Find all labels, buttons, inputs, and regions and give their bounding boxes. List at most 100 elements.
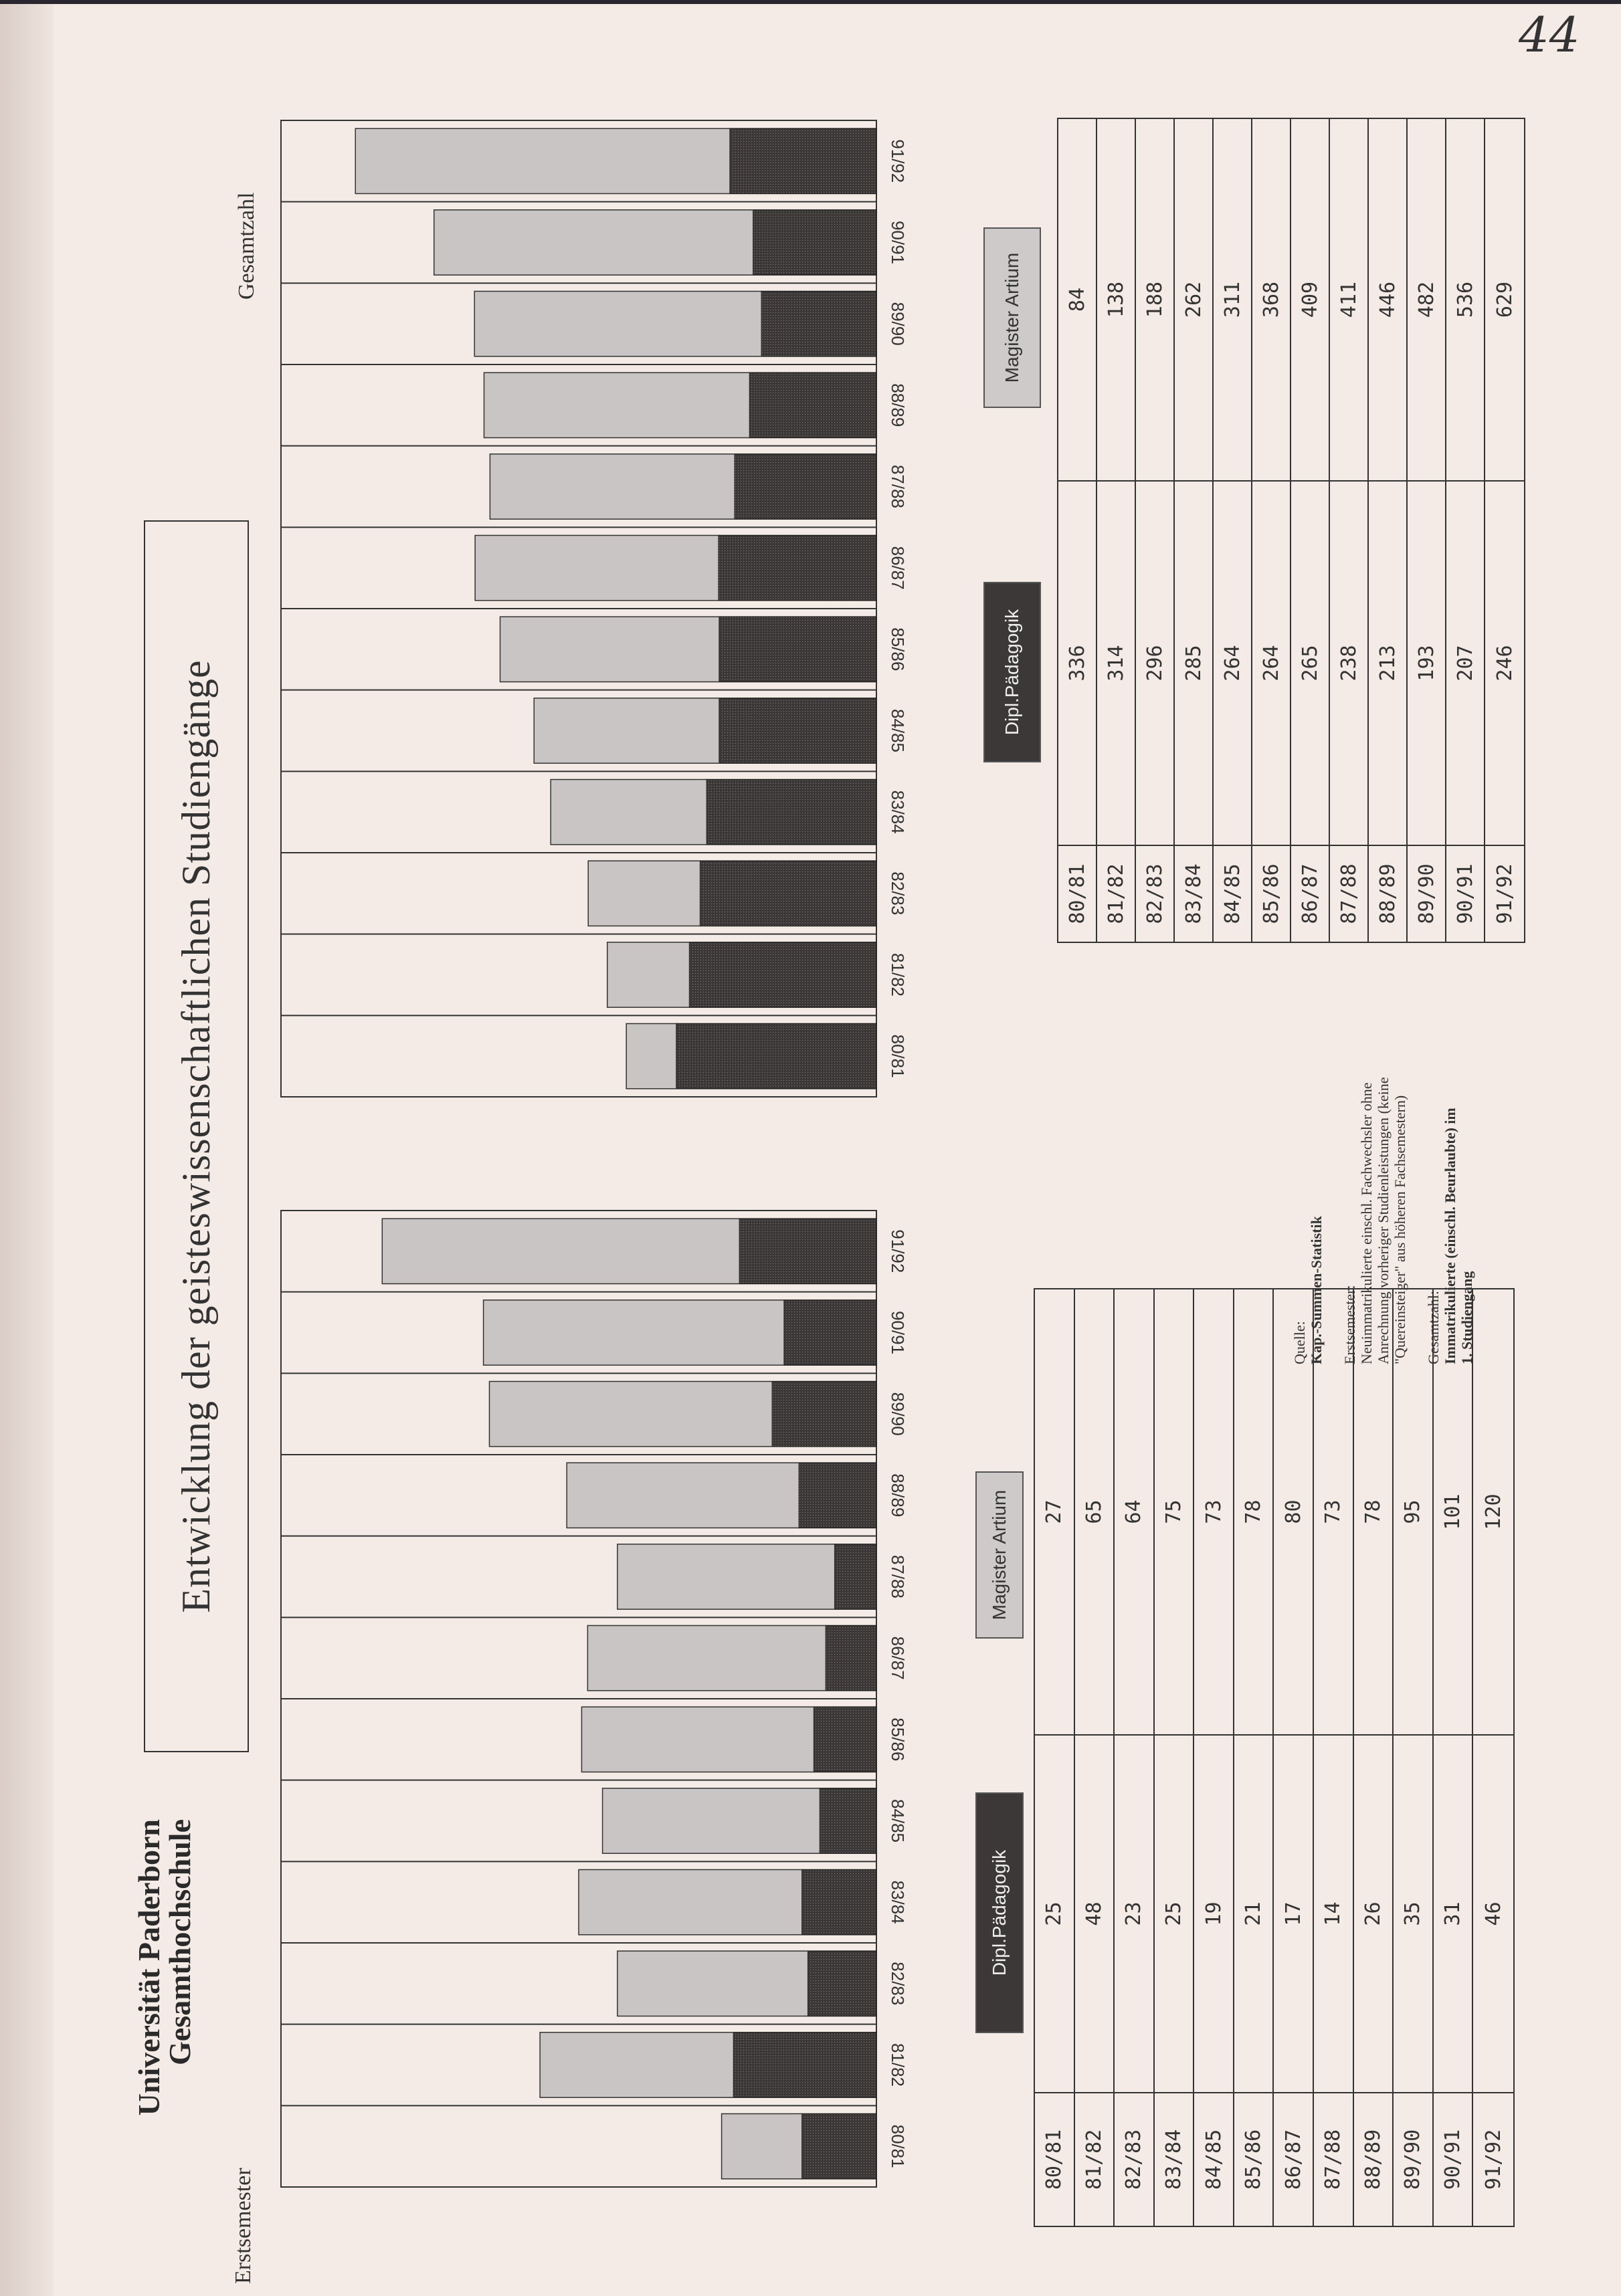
bar-magister-85/86 [499,616,720,683]
magister-cell: 64 [1122,1499,1146,1524]
bar-magister-81/82 [539,2032,735,2098]
magister-cell: 138 [1104,281,1128,318]
note-line: Immatrikulierte (einschl. Beurlaubte) im [1442,1108,1458,1364]
table-row: 80/81 336 84 [1058,119,1097,942]
x-tick-label: 81/82 [888,2043,908,2087]
chart-gesamtzahl: 80/81 81/82 82/83 83/84 84/85 85/86 86/87 87/88… [280,120,908,1098]
year-cell: 84/85 [1214,845,1251,942]
year-cell: 84/85 [1194,2092,1233,2226]
bar-magister-82/83 [617,1950,809,2017]
table-row: 90/91 207 536 [1446,119,1485,942]
magister-cell: 311 [1220,281,1244,318]
chart1-title: Erstsemester [231,2168,256,2284]
dipl-cell: 19 [1194,1734,1233,2092]
dipl-cell: 25 [1154,1734,1194,2092]
legend-magister-erstsemester: Magister Artium [975,1471,1024,1639]
bar-dipl-86/87 [825,1625,877,1691]
bar-magister-81/82 [606,942,690,1008]
note-line: "Quereinsteiger" aus höheren Fachsemeste… [1392,1095,1408,1364]
year-cell: 85/86 [1234,2092,1273,2226]
institution-line1: Universität Paderborn [132,1819,166,2116]
dipl-cell: 314 [1097,480,1135,845]
dipl-cell: 296 [1136,480,1173,845]
magister-cell: 65 [1082,1499,1106,1524]
note-line [1325,936,1341,1364]
dipl-cell: 238 [1330,480,1367,845]
bar-dipl-85/86 [719,616,877,683]
bar-magister-80/81 [626,1023,677,1089]
year-cell: 82/83 [1115,2092,1153,2226]
year-cell: 86/87 [1291,845,1329,942]
x-tick-label: 90/91 [888,1311,908,1354]
bar-magister-88/89 [566,1462,800,1529]
x-tick-label: 91/92 [888,1229,908,1273]
legend-dipl-erstsemester: Dipl.Pädagogik [975,1792,1024,2033]
magister-cell: 27 [1042,1499,1066,1524]
table-row: 83/84 25 75 [1154,1289,1195,2226]
bar-dipl-90/91 [753,209,877,276]
note-line: Anrechnung vorheriger Studienleistungen … [1375,1077,1392,1364]
bar-dipl-87/88 [834,1544,877,1610]
x-tick-label: 85/86 [888,627,908,671]
legend-magister-gesamtzahl: Magister Artium [983,227,1041,408]
bar-dipl-82/83 [699,860,877,927]
bar-magister-84/85 [601,1788,821,1854]
x-tick-label: 82/83 [888,871,908,915]
bar-magister-87/88 [489,453,735,520]
table-row: 90/91 31 101 [1433,1289,1474,2226]
bar-magister-80/81 [721,2113,803,2180]
year-cell: 91/92 [1473,2092,1513,2226]
year-cell: 90/91 [1433,2092,1472,2226]
bar-magister-83/84 [578,1869,803,1936]
table-row: 85/86 264 368 [1252,119,1291,942]
note-line [1408,936,1425,1364]
x-tick-label: 80/81 [888,1035,908,1078]
dipl-cell: 25 [1035,1734,1074,2092]
year-cell: 81/82 [1097,845,1135,942]
dipl-cell: 213 [1369,480,1406,845]
year-cell: 80/81 [1058,845,1096,942]
x-tick-label: 83/84 [888,791,908,834]
year-cell: 89/90 [1408,845,1445,942]
table-row: 88/89 213 446 [1369,119,1408,942]
bar-dipl-91/92 [729,128,877,195]
page-number: 44 [1519,7,1580,63]
note-line: Neuimmatrikulierte einschl. Fachwechsler… [1358,1082,1375,1364]
note-line: 1. Studiengang [1458,1271,1475,1364]
magister-cell: 411 [1337,281,1361,318]
bar-dipl-86/87 [718,534,877,601]
bar-dipl-90/91 [783,1299,877,1366]
bar-magister-86/87 [474,534,719,601]
x-tick-label: 88/89 [888,1473,908,1517]
x-tick-label: 85/86 [888,1717,908,1761]
bar-dipl-81/82 [733,2032,877,2098]
scan-edge [0,0,1621,4]
x-tick-label: 87/88 [888,1555,908,1598]
bar-magister-87/88 [617,1544,836,1610]
magister-cell: 262 [1181,281,1206,318]
table-row: 85/86 21 78 [1234,1289,1274,2226]
bar-dipl-85/86 [813,1706,877,1773]
year-cell: 89/90 [1394,2092,1432,2226]
year-cell: 81/82 [1074,2092,1114,2226]
x-tick-label: 81/82 [888,953,908,997]
bar-dipl-80/81 [801,2113,877,2180]
x-tick-label: 89/90 [888,1392,908,1436]
magister-cell: 368 [1259,281,1283,318]
dipl-cell: 26 [1353,1734,1393,2092]
year-cell: 80/81 [1035,2092,1074,2226]
dipl-cell: 46 [1473,1734,1513,2092]
year-cell: 88/89 [1369,845,1406,942]
note-line: Quelle: [1291,1321,1308,1364]
dipl-cell: 14 [1314,1734,1353,2092]
x-tick-label: 89/90 [888,302,908,346]
year-cell: 83/84 [1175,845,1212,942]
bar-dipl-84/85 [719,698,877,764]
x-tick-label: 90/91 [888,221,908,264]
year-cell: 83/84 [1154,2092,1194,2226]
magister-cell: 75 [1162,1499,1186,1524]
page-title: Entwicklung der geisteswissenschaftliche… [144,520,249,1752]
table-row: 91/92 246 629 [1485,119,1524,942]
magister-cell: 446 [1375,281,1400,318]
notes: Quelle: Kap.-Summen-Statistik Erstsemester… [1291,936,1475,1364]
